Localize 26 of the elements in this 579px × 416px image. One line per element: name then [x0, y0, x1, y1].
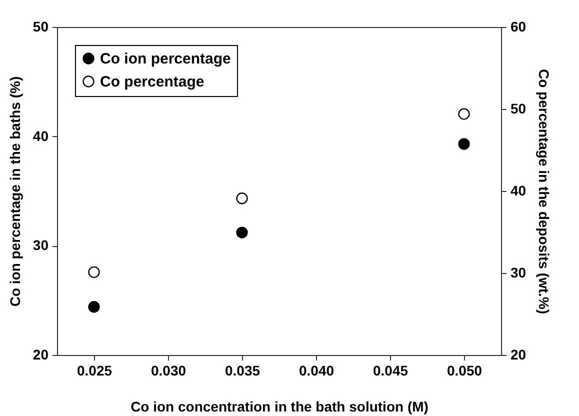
y-tick-label: 30 [32, 237, 49, 254]
point [236, 192, 248, 204]
point [236, 226, 248, 238]
y2-tick-label: 50 [510, 100, 526, 116]
point [458, 108, 470, 120]
y2-tick-label: 60 [510, 18, 526, 34]
point [458, 138, 470, 150]
x-tick-label: 0.040 [298, 362, 334, 378]
point [88, 301, 100, 313]
point [88, 266, 100, 278]
x-tick-label: 0.035 [224, 362, 260, 378]
legend-label: Co percentage [100, 74, 204, 90]
x-axis-title: Co ion concentration in the bath solution (M) [130, 398, 428, 414]
x-tick-label: 0.030 [150, 362, 186, 378]
y-tick-label: 40 [32, 128, 49, 144]
x-tick-label: 0.025 [76, 362, 112, 378]
y-tick-label: 50 [32, 18, 49, 34]
legend-label: Co ion percentage [100, 50, 231, 68]
x-tick-label: 0.045 [372, 362, 408, 378]
y2-tick-label: 30 [510, 264, 526, 280]
y2-tick-label: 20 [510, 346, 526, 362]
y-axis-title: Co ion percentage in the baths (%) [6, 76, 23, 307]
y2-tick-label: 40 [510, 182, 526, 198]
x-tick-label: 0.050 [446, 362, 482, 378]
y2-axis-title: Co percentage in the deposits (wt.%) [536, 68, 552, 314]
y-tick-label: 20 [32, 346, 49, 362]
